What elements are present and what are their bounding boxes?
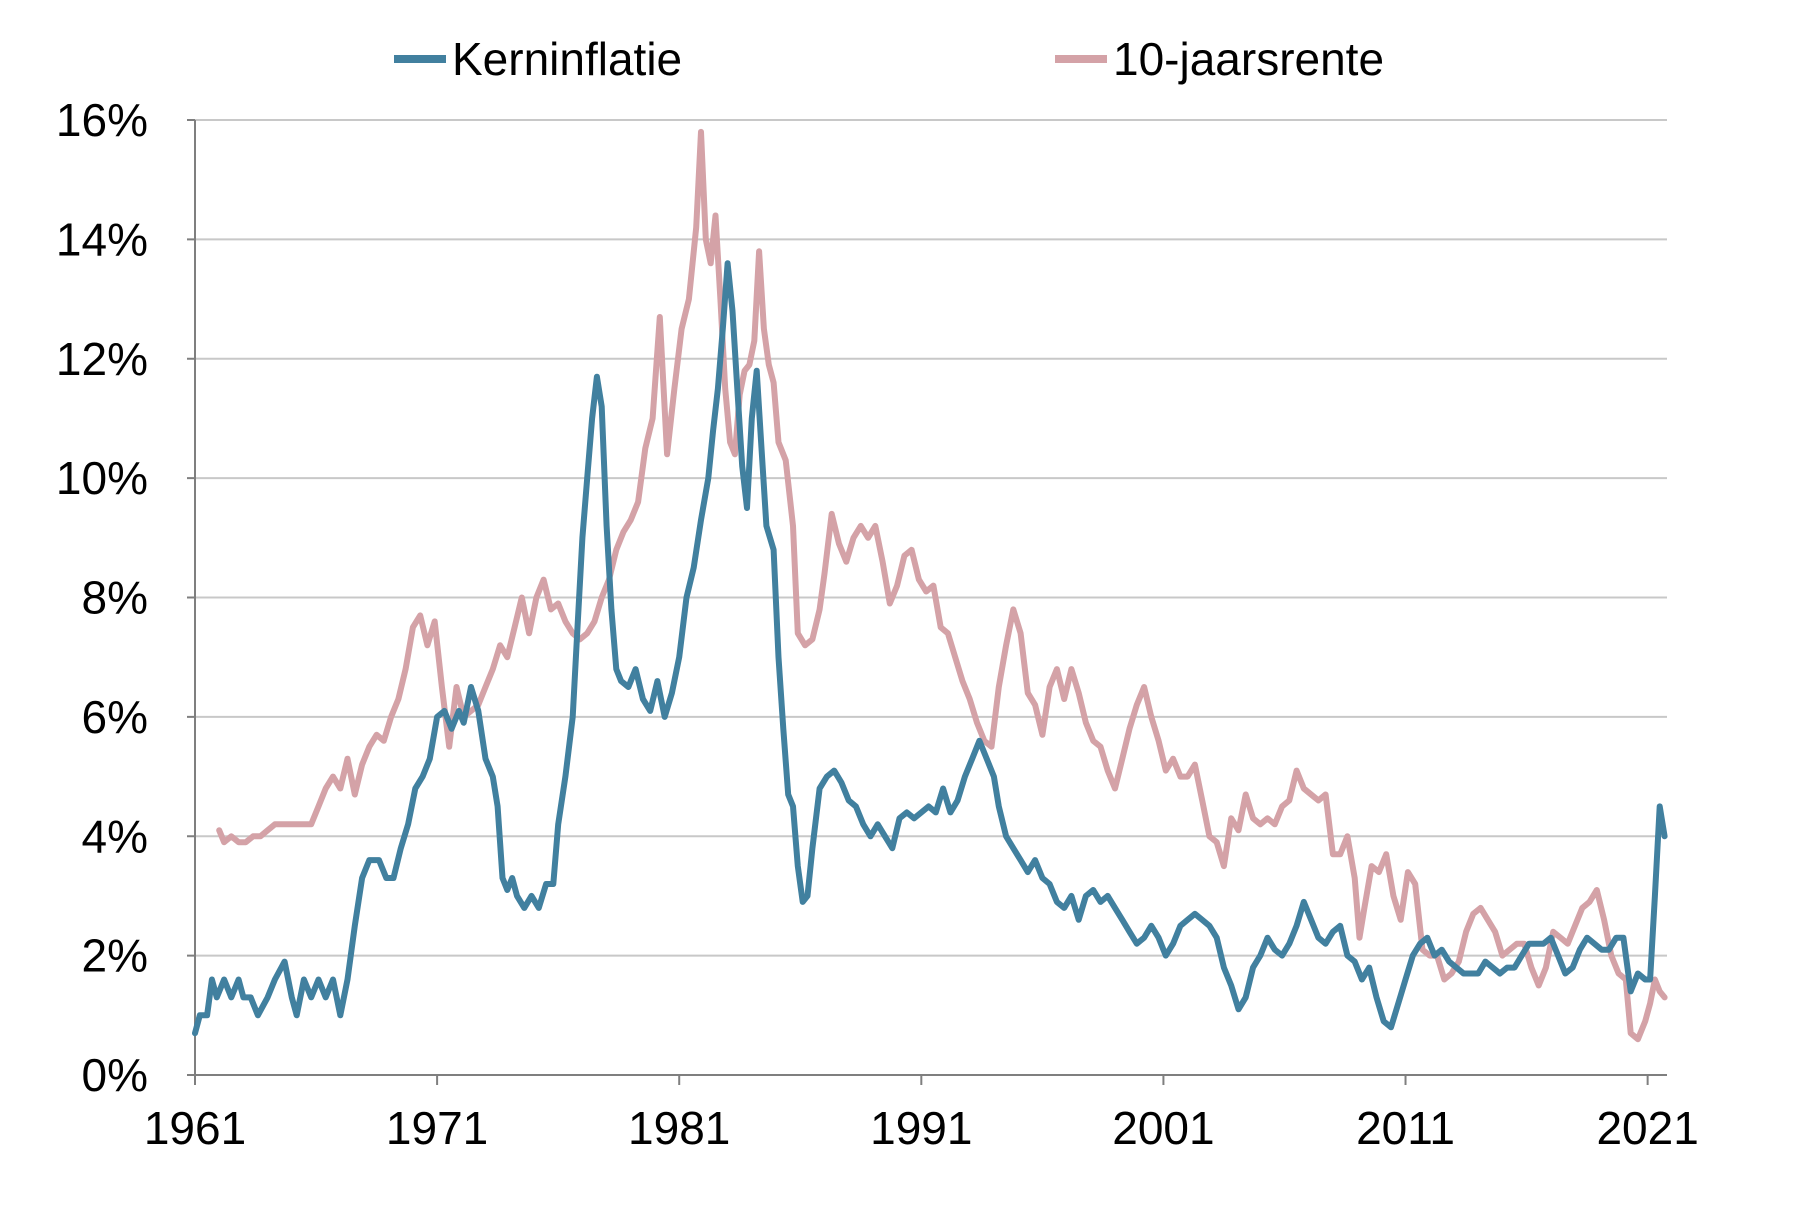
legend-label-kerninflatie: Kerninflatie	[452, 33, 682, 85]
y-tick-label: 6%	[82, 691, 148, 743]
y-tick-label: 14%	[56, 213, 148, 265]
y-tick-label: 12%	[56, 333, 148, 385]
x-tick-label: 2001	[1112, 1102, 1214, 1154]
gridlines	[195, 119, 1667, 957]
legend: Kerninflatie 10-jaarsrente	[394, 33, 1384, 85]
series-line-kerninflatie	[192, 260, 1668, 1037]
series-lines	[192, 128, 1668, 1043]
x-tick-label: 2021	[1596, 1102, 1698, 1154]
y-tick-label: 4%	[82, 810, 148, 862]
x-tick-label: 2011	[1356, 1102, 1455, 1154]
x-tick-label: 1961	[144, 1102, 246, 1154]
y-tick-label: 2%	[82, 930, 148, 982]
legend-label-10-jaarsrente: 10-jaarsrente	[1113, 33, 1384, 85]
x-tick-label: 1991	[870, 1102, 972, 1154]
y-tick-label: 0%	[82, 1049, 148, 1101]
x-tick-labels: 1961 1971 1981 1991 2001 2011 2021	[144, 1075, 1699, 1154]
y-tick-label: 16%	[56, 94, 148, 146]
y-tick-labels: 0% 2% 4% 6% 8% 10% 12% 14% 16%	[56, 94, 195, 1101]
x-tick-label: 1981	[628, 1102, 730, 1154]
x-tick-label: 1971	[386, 1102, 488, 1154]
y-tick-label: 8%	[82, 572, 148, 624]
y-tick-label: 10%	[56, 452, 148, 504]
series-line-10-jaarsrente	[216, 128, 1668, 1043]
